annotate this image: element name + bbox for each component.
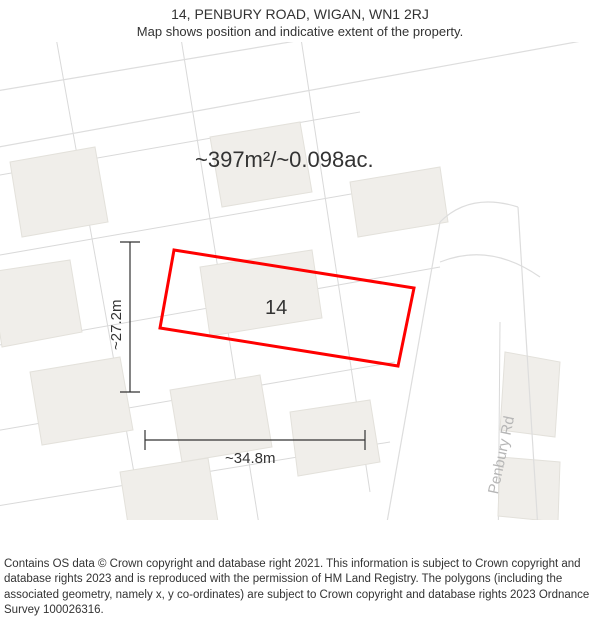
page-title: 14, PENBURY ROAD, WIGAN, WN1 2RJ <box>0 6 600 22</box>
page-root: 14, PENBURY ROAD, WIGAN, WN1 2RJ Map sho… <box>0 0 600 625</box>
width-dimension-label: ~34.8m <box>225 450 275 467</box>
area-label: ~397m²/~0.098ac. <box>195 147 374 173</box>
height-dimension-label: ~27.2m <box>108 300 125 350</box>
plot-number-label: 14 <box>265 297 287 320</box>
copyright-text: Contains OS data © Crown copyright and d… <box>4 557 594 619</box>
page-subtitle: Map shows position and indicative extent… <box>0 24 600 39</box>
map-canvas: ~397m²/~0.098ac. 14 ~34.8m ~27.2m Penbur… <box>0 42 600 520</box>
